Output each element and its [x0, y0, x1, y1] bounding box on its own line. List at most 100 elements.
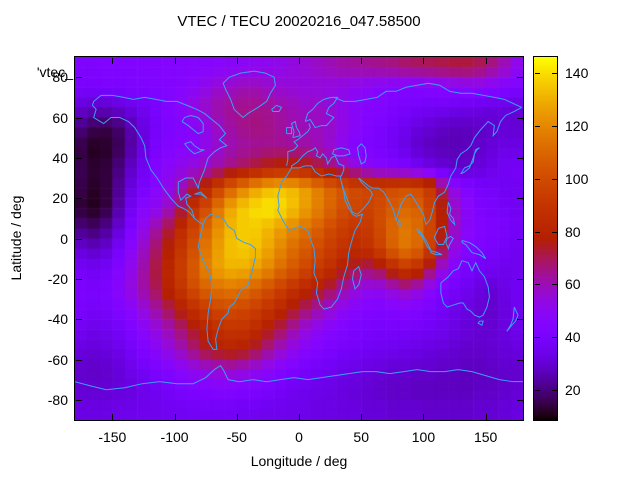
colorbar-tick-mark [535, 178, 540, 180]
y-tick-mark [517, 117, 523, 119]
colorbar-tick-label: 20 [565, 381, 581, 398]
colorbar [533, 56, 558, 421]
coastline-path [292, 148, 344, 176]
colorbar-tick-mark [552, 337, 557, 339]
coastline-path [357, 144, 366, 164]
coastline-path [305, 97, 337, 127]
coastline-path [287, 128, 292, 134]
coastline-path [462, 241, 486, 259]
colorbar-tick-mark [552, 284, 557, 286]
y-tick-mark [76, 359, 82, 361]
x-tick-label: 150 [473, 429, 498, 445]
colorbar-tick-label: 140 [565, 65, 589, 82]
coastline-path [223, 71, 275, 117]
coastline-path [194, 192, 206, 198]
colorbar-tick-mark [535, 284, 540, 286]
coastline-path [272, 105, 282, 111]
colorbar-tick-mark [535, 389, 540, 391]
x-axis-title: Longitude / deg [250, 453, 348, 469]
y-tick-mark [517, 157, 523, 159]
y-tick-mark [517, 319, 523, 321]
y-tick-label: 60 [52, 109, 68, 126]
colorbar-tick-mark [535, 337, 540, 339]
y-tick-mark [517, 77, 523, 79]
colorbar-tick-label: 100 [565, 170, 589, 187]
coastline-path [507, 307, 518, 331]
colorbar-tick-mark [535, 231, 540, 233]
y-tick-mark [517, 198, 523, 200]
x-tick-label: 100 [411, 429, 436, 445]
coastline-path [292, 122, 301, 138]
y-tick-mark [76, 117, 82, 119]
coastline-path [334, 83, 522, 107]
coastline-path [353, 267, 362, 289]
map-plot-area [74, 56, 524, 421]
y-tick-label: 40 [52, 149, 68, 166]
x-tick-label: 50 [353, 429, 370, 445]
x-tick-mark [485, 414, 487, 420]
colorbar-tick-mark [552, 231, 557, 233]
y-tick-mark [76, 157, 82, 159]
colorbar-tick-label: 40 [565, 329, 581, 346]
coastline-path [417, 228, 431, 250]
coastline-path [333, 148, 350, 156]
y-tick-label: 20 [52, 190, 68, 207]
x-tick-mark [236, 414, 238, 420]
x-tick-mark [361, 58, 363, 64]
y-tick-mark [517, 399, 523, 401]
colorbar-tick-mark [535, 73, 540, 75]
y-tick-label: -80 [47, 391, 68, 408]
colorbar-tick-label: 120 [565, 118, 589, 135]
x-tick-label: -100 [160, 429, 189, 445]
colorbar-tick-mark [552, 73, 557, 75]
x-tick-mark [236, 58, 238, 64]
coastline-path [75, 366, 523, 390]
y-tick-label: 0 [60, 230, 68, 247]
x-tick-label: -50 [226, 429, 247, 445]
chart-title: VTEC / TECU 20020216_047.58500 [177, 13, 421, 30]
coastline-path [397, 220, 401, 226]
y-tick-mark [76, 319, 82, 321]
y-tick-mark [76, 198, 82, 200]
colorbar-tick-label: 60 [565, 276, 581, 293]
y-tick-label: -40 [47, 311, 68, 328]
coastline-path [441, 261, 490, 317]
y-tick-mark [76, 238, 82, 240]
x-tick-mark [423, 58, 425, 64]
y-tick-mark [76, 399, 82, 401]
colorbar-gradient [534, 57, 557, 420]
coastline-path [478, 321, 483, 325]
y-tick-label: -20 [47, 270, 68, 287]
coastline-path [198, 214, 255, 349]
coastline-path [435, 226, 447, 244]
y-tick-mark [76, 278, 82, 280]
coastlines-overlay [75, 57, 523, 420]
coastline-path [182, 115, 203, 133]
x-tick-mark [112, 58, 114, 64]
coastline-path [185, 142, 205, 154]
coastline-path [278, 168, 363, 309]
coastline-path [287, 124, 311, 166]
colorbar-tick-label: 80 [565, 223, 581, 240]
x-tick-mark [423, 414, 425, 420]
x-tick-mark [299, 414, 300, 420]
tec-heatmap-canvas [75, 57, 523, 420]
colorbar-tick-mark [552, 178, 557, 180]
y-tick-mark [517, 359, 523, 361]
colorbar-tick-mark [535, 126, 540, 128]
coastline-path [341, 178, 372, 214]
coastline-path [447, 202, 454, 224]
x-tick-mark [361, 414, 363, 420]
x-tick-label: -150 [98, 429, 127, 445]
y-tick-label: 80 [52, 69, 68, 86]
coastline-path [92, 105, 203, 224]
y-tick-mark [76, 77, 82, 79]
colorbar-tick-mark [552, 126, 557, 128]
x-tick-mark [299, 58, 300, 64]
coastline-path [92, 95, 226, 218]
y-axis-title: Latitude / deg [8, 195, 24, 281]
x-tick-label: 0 [295, 429, 303, 445]
y-tick-mark [517, 238, 523, 240]
y-tick-label: -60 [47, 351, 68, 368]
